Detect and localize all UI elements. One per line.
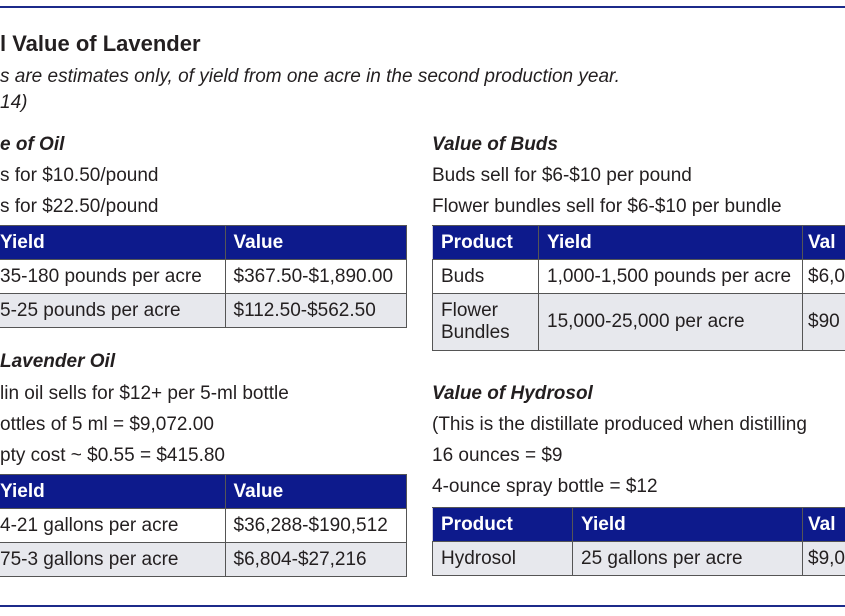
cell: $6,0 [802, 259, 845, 294]
oil-line: s for $22.50/pound [0, 196, 159, 217]
cell: $9,0 [802, 541, 845, 576]
cell: $112.50-$562.50 [224, 293, 407, 328]
hydrosol-line: 16 ounces = $9 [432, 445, 563, 466]
col-header: Yield [538, 225, 803, 260]
buds-line: Buds sell for $6-$10 per pound [432, 165, 692, 186]
col-header: Value [224, 474, 407, 509]
cell: $90 [802, 293, 845, 351]
subtitle: s are estimates only, of yield from one … [0, 66, 620, 87]
col-header: Yield [572, 507, 803, 542]
buds-table: Product Yield Val Buds 1,000-1,500 pounds p… [432, 225, 845, 351]
buds-line: Flower bundles sell for $6-$10 per bundl… [432, 196, 782, 217]
buds-heading: Value of Buds [432, 134, 558, 155]
lavender-oil-line: lin oil sells for $12+ per 5-ml bottle [0, 383, 289, 404]
subtitle-cont: 14) [0, 92, 28, 113]
table-row: Buds 1,000-1,500 pounds per acre $6,0 [432, 259, 845, 294]
cell: $367.50-$1,890.00 [224, 259, 407, 294]
table-row: 75-3 gallons per acre $6,804-$27,216 [0, 542, 407, 577]
cell: 25 gallons per acre [572, 541, 803, 576]
cell: 75-3 gallons per acre [0, 542, 226, 577]
cell: 1,000-1,500 pounds per acre [538, 259, 803, 294]
cell: Hydrosol [432, 541, 573, 576]
table-row: Hydrosol 25 gallons per acre $9,0 [432, 541, 845, 576]
col-header: Val [802, 507, 845, 542]
oil-table: Yield Value 35-180 pounds per acre $367.50… [0, 225, 407, 328]
hydrosol-heading: Value of Hydrosol [432, 383, 593, 404]
col-header: Val [802, 225, 845, 260]
col-header: Value [224, 225, 407, 260]
table-row: 35-180 pounds per acre $367.50-$1,890.00 [0, 259, 407, 294]
cell: $6,804-$27,216 [224, 542, 407, 577]
col-header: Yield [0, 474, 226, 509]
col-header: Product [432, 225, 539, 260]
cell: Buds [432, 259, 539, 294]
bottom-rule [0, 605, 845, 607]
lavender-oil-heading: Lavender Oil [0, 351, 116, 372]
cell: $36,288-$190,512 [224, 508, 407, 543]
cell: 5-25 pounds per acre [0, 293, 226, 328]
hydrosol-line: (This is the distillate produced when di… [432, 414, 807, 435]
page-title: l Value of Lavender [0, 31, 201, 56]
lavender-oil-line: pty cost ~ $0.55 = $415.80 [0, 445, 226, 466]
table-row: 4-21 gallons per acre $36,288-$190,512 [0, 508, 407, 543]
top-rule [0, 6, 845, 8]
cell: 15,000-25,000 per acre [538, 293, 803, 351]
cell: Flower Bundles [432, 293, 539, 351]
hydrosol-table: Product Yield Val Hydrosol 25 gallons per a… [432, 507, 845, 576]
table-row: Flower Bundles 15,000-25,000 per acre $90 [432, 293, 845, 351]
hydrosol-line: 4-ounce spray bottle = $12 [432, 476, 658, 497]
col-header: Product [432, 507, 573, 542]
oil-line: s for $10.50/pound [0, 165, 159, 186]
col-header: Yield [0, 225, 226, 260]
table-row: 5-25 pounds per acre $112.50-$562.50 [0, 293, 407, 328]
oil-heading: e of Oil [0, 134, 65, 155]
lavender-oil-table: Yield Value 4-21 gallons per acre $36,288-… [0, 474, 407, 577]
cell: 4-21 gallons per acre [0, 508, 226, 543]
lavender-oil-line: ottles of 5 ml = $9,072.00 [0, 414, 214, 435]
cell: 35-180 pounds per acre [0, 259, 226, 294]
